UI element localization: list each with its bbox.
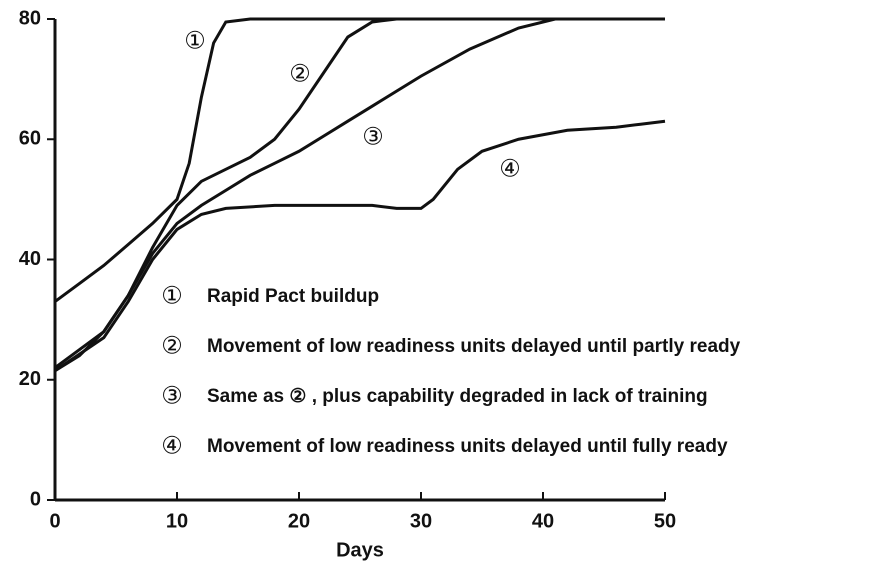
- y-tick-label: 0: [30, 488, 41, 510]
- line: [54, 119, 666, 372]
- x-tick-label: 0: [49, 510, 60, 532]
- x-tick-label: 50: [654, 510, 676, 532]
- curve-label: ④: [499, 155, 521, 182]
- x-tick-label: 30: [410, 510, 432, 532]
- curve-label: ①: [184, 27, 206, 54]
- legend-label: Rapid Pact buildup: [207, 286, 379, 307]
- legend-marker: ②: [161, 332, 183, 359]
- legend-label: Same as ② , plus capability degraded in …: [207, 386, 708, 407]
- x-tick-label: 20: [288, 510, 310, 532]
- y-tick-label: 20: [19, 368, 41, 390]
- legend-label: Movement of low readiness units delayed …: [207, 436, 728, 457]
- legend-marker: ④: [161, 432, 183, 459]
- x-axis-label: Days: [336, 539, 384, 561]
- legend-label: Movement of low readiness units delayed …: [207, 336, 741, 357]
- legend-marker: ①: [161, 282, 183, 309]
- y-tick-label: 80: [19, 7, 41, 29]
- line: [54, 17, 665, 373]
- x-tick-label: 40: [532, 510, 554, 532]
- legend-marker: ③: [161, 382, 183, 409]
- y-tick-label: 60: [19, 128, 41, 150]
- curve-label: ②: [289, 60, 311, 87]
- line: [54, 17, 665, 303]
- line: [54, 17, 665, 369]
- x-tick-label: 10: [166, 510, 188, 532]
- curve-label: ③: [362, 123, 384, 150]
- y-tick-label: 40: [19, 248, 41, 270]
